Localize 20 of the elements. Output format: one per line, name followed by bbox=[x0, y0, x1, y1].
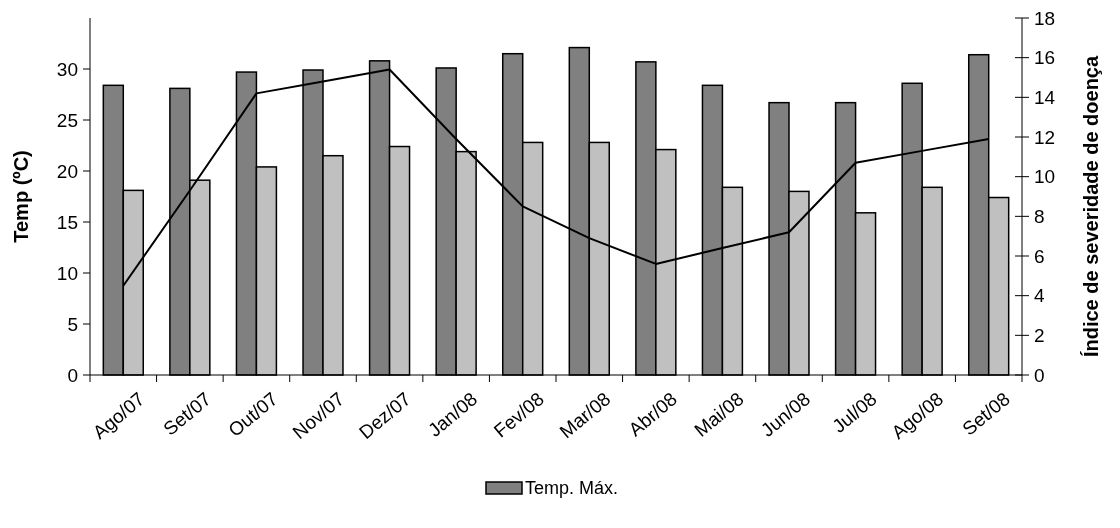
y-tick-label: 25 bbox=[56, 109, 78, 131]
y2-tick-label: 0 bbox=[1034, 364, 1045, 386]
y2-tick-label: 12 bbox=[1034, 126, 1056, 148]
y2-tick-label: 14 bbox=[1034, 86, 1056, 108]
legend-label: Temp. Máx. bbox=[525, 478, 619, 499]
y2-axis-title: Índice de severidade de doença bbox=[1080, 55, 1102, 358]
y-tick-label: 30 bbox=[56, 58, 78, 80]
y-tick-label: 5 bbox=[67, 313, 78, 335]
y2-tick-label: 10 bbox=[1034, 166, 1056, 188]
y-tick-label: 15 bbox=[56, 211, 78, 233]
y2-tick-label: 6 bbox=[1034, 245, 1045, 267]
y-tick-label: 10 bbox=[56, 262, 78, 284]
y2-tick-label: 8 bbox=[1034, 205, 1045, 227]
y-axis-title: Temp (ºC) bbox=[10, 150, 32, 243]
y2-tick-label: 18 bbox=[1034, 7, 1056, 29]
y2-tick-label: 4 bbox=[1034, 285, 1045, 307]
y2-tick-label: 2 bbox=[1034, 324, 1045, 346]
y-tick-label: 0 bbox=[67, 364, 78, 386]
y-tick-label: 20 bbox=[56, 160, 78, 182]
y2-tick-label: 16 bbox=[1034, 47, 1056, 69]
